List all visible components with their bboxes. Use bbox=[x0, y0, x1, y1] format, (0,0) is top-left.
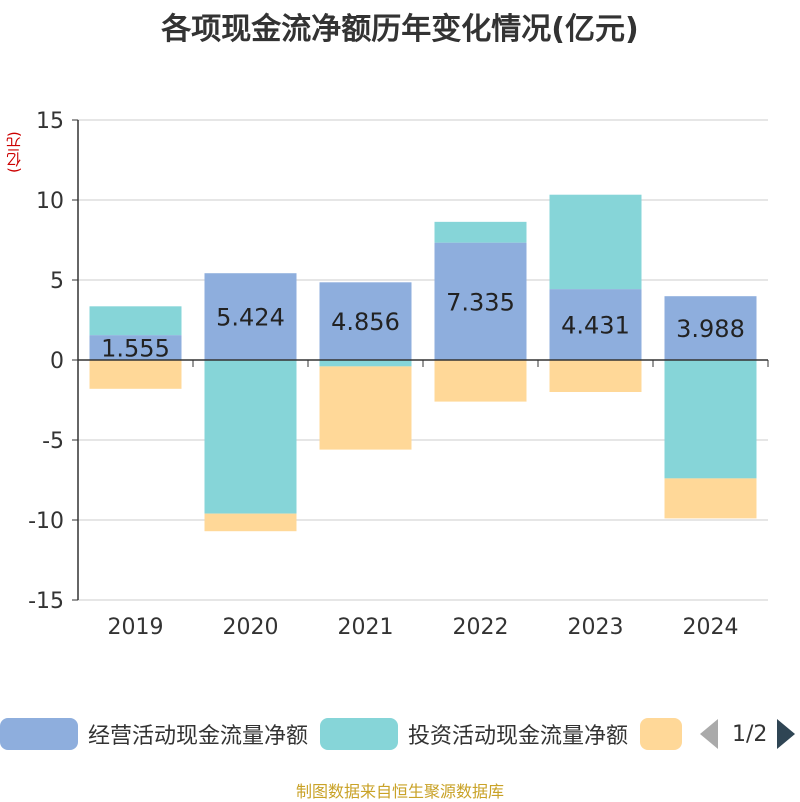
bar-2022-series-0 bbox=[434, 242, 527, 360]
bar-2019-series-2 bbox=[89, 360, 182, 389]
data-label-2024: 3.988 bbox=[676, 315, 745, 343]
legend-item-financing[interactable] bbox=[640, 712, 682, 756]
data-label-2019: 1.555 bbox=[101, 335, 170, 363]
chart-title: 各项现金流净额历年变化情况(亿元) bbox=[161, 12, 639, 47]
legend-swatch-investing bbox=[320, 718, 398, 750]
legend-label-investing: 投资活动现金流量净额 bbox=[408, 724, 629, 749]
bar-2021-series-2 bbox=[319, 366, 412, 450]
legend: 经营活动现金流量净额 投资活动现金流量净额 1/2 bbox=[0, 712, 800, 756]
legend-pager: 1/2 bbox=[700, 712, 796, 756]
x-tick-label: 2020 bbox=[223, 615, 279, 640]
x-tick-label: 2021 bbox=[338, 615, 394, 640]
bar-2024-series-1 bbox=[664, 360, 757, 479]
data-label-2023: 4.431 bbox=[561, 312, 630, 340]
bar-2022-series-1 bbox=[434, 221, 527, 243]
data-source-note: 制图数据来自恒生聚源数据库 bbox=[295, 782, 504, 801]
x-tick-label: 2019 bbox=[108, 615, 164, 640]
x-tick-label: 2024 bbox=[683, 615, 739, 640]
bar-2023-series-2 bbox=[549, 360, 642, 392]
bar-2020-series-0 bbox=[204, 273, 297, 360]
legend-item-investing[interactable]: 投资活动现金流量净额 bbox=[320, 712, 628, 756]
bar-2022-series-2 bbox=[434, 360, 527, 402]
y-tick-label: 10 bbox=[36, 189, 64, 214]
data-label-2021: 4.856 bbox=[331, 308, 400, 336]
y-tick-label: -5 bbox=[42, 429, 64, 454]
data-label-2020: 5.424 bbox=[216, 304, 285, 332]
bar-2019-series-0 bbox=[89, 335, 182, 360]
legend-label-operating: 经营活动现金流量净额 bbox=[88, 724, 309, 749]
legend-swatch-operating bbox=[0, 718, 78, 750]
bar-2021-series-0 bbox=[319, 282, 412, 360]
legend-page-indicator: 1/2 bbox=[732, 721, 768, 747]
legend-swatch-financing bbox=[640, 718, 682, 750]
bar-2020-series-1 bbox=[204, 360, 297, 514]
x-tick-label: 2023 bbox=[568, 615, 624, 640]
y-tick-label: 5 bbox=[50, 269, 64, 294]
y-tick-label: -15 bbox=[28, 589, 64, 614]
bar-2023-series-1 bbox=[549, 194, 642, 290]
bar-2024-series-2 bbox=[664, 478, 757, 519]
stacked-bar-chart: 15 10 5 0 -5 -10 -15 1.555 5.424 4.856 7.335 4.431 3… bbox=[28, 109, 769, 640]
bar-2024-series-0 bbox=[664, 296, 757, 360]
legend-prev-page-icon[interactable] bbox=[700, 719, 718, 749]
y-tick-label: -10 bbox=[28, 509, 64, 534]
legend-next-page-icon[interactable] bbox=[777, 719, 796, 749]
legend-item-operating[interactable]: 经营活动现金流量净额 bbox=[0, 712, 308, 756]
y-tick-label: 0 bbox=[50, 349, 64, 374]
bar-2023-series-0 bbox=[549, 289, 642, 360]
bar-2020-series-2 bbox=[204, 513, 297, 532]
x-tick-label: 2022 bbox=[453, 615, 509, 640]
data-label-2022: 7.335 bbox=[446, 288, 515, 316]
bar-2021-series-1 bbox=[319, 360, 412, 367]
bar-2019-series-1 bbox=[89, 306, 182, 336]
y-tick-label: 15 bbox=[36, 109, 64, 134]
